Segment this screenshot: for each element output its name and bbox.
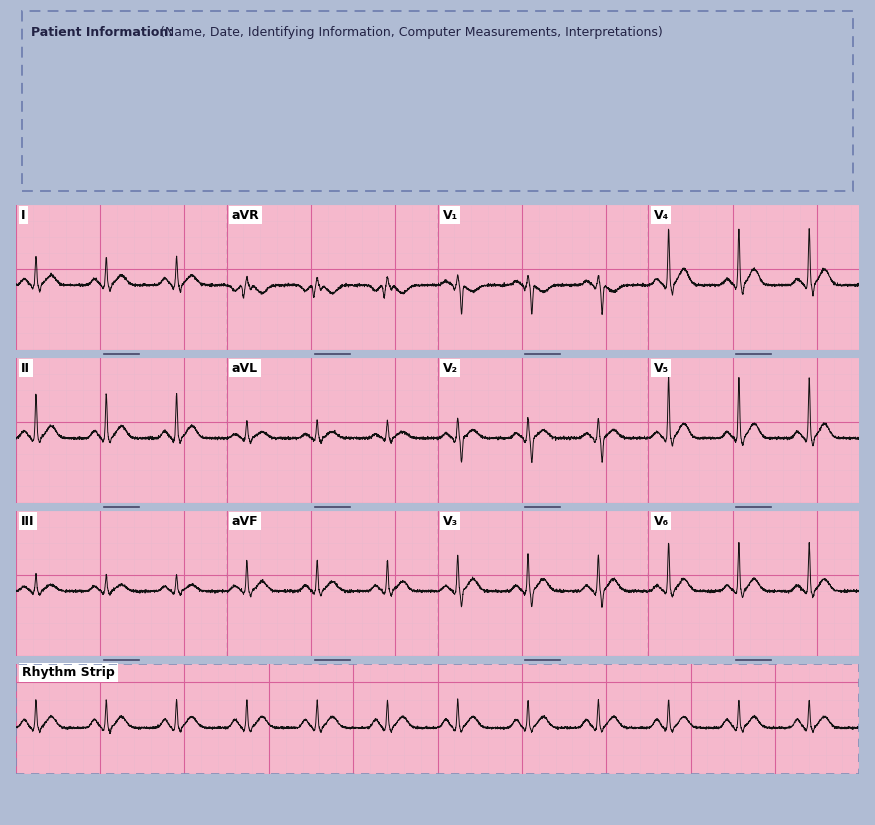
- Text: V₁: V₁: [443, 209, 458, 222]
- Text: V₄: V₄: [654, 209, 668, 222]
- Text: (Name, Date, Identifying Information, Computer Measurements, Interpretations): (Name, Date, Identifying Information, Co…: [156, 26, 662, 39]
- Text: I: I: [21, 209, 25, 222]
- Text: V₆: V₆: [654, 515, 668, 528]
- Text: aVF: aVF: [232, 515, 258, 528]
- Text: Rhythm Strip: Rhythm Strip: [23, 666, 116, 679]
- Text: III: III: [21, 515, 34, 528]
- Text: aVL: aVL: [232, 362, 258, 375]
- Text: V₅: V₅: [654, 362, 668, 375]
- Text: II: II: [21, 362, 30, 375]
- Text: Patient Information:: Patient Information:: [31, 26, 173, 39]
- Text: V₃: V₃: [443, 515, 458, 528]
- Text: aVR: aVR: [232, 209, 260, 222]
- Text: V₂: V₂: [443, 362, 458, 375]
